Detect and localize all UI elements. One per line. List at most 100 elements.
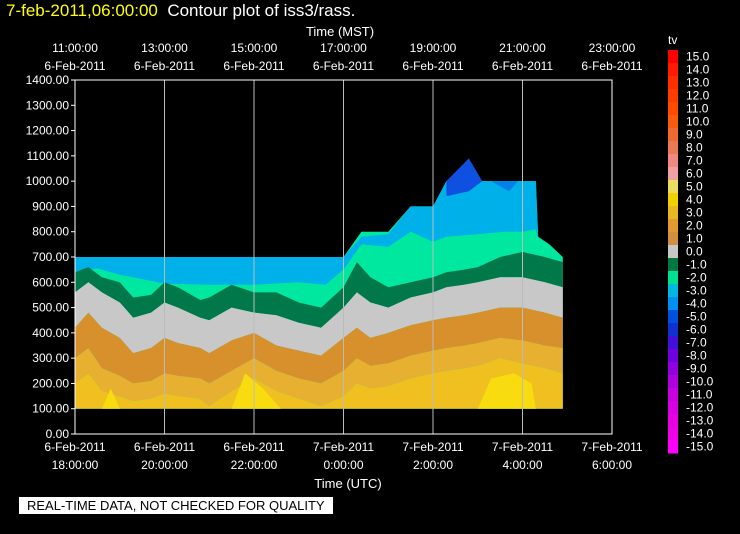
chart-date: 7-feb-2011,06:00:00: [6, 1, 158, 20]
legend-label: 5.0: [686, 180, 703, 194]
top-tick-time: 13:00:00: [141, 41, 188, 55]
legend-swatch: [668, 310, 678, 324]
y-tick-label: 200.00: [32, 376, 69, 390]
legend-swatch: [668, 167, 678, 181]
legend-swatch: [668, 89, 678, 103]
contour-band-yellow: [75, 358, 563, 409]
legend-swatch: [668, 76, 678, 90]
legend-swatch: [668, 180, 678, 194]
top-tick-date: 6-Feb-2011: [44, 59, 105, 73]
legend-swatch: [668, 219, 678, 233]
y-tick-label: 400.00: [32, 326, 69, 340]
legend-swatch: [668, 102, 678, 116]
y-tick-label: 1100.00: [27, 149, 70, 163]
contour-band-yellow_bright: [231, 373, 281, 409]
top-tick-time: 21:00:00: [499, 41, 546, 55]
contour-band-dark_green: [75, 251, 563, 328]
legend-label: -3.0: [686, 284, 707, 298]
contour-band-cyan_blue: [75, 181, 563, 285]
legend-swatch: [668, 141, 678, 155]
top-axis-labels: 11:00:00 6-Feb-2011 13:00:00 6-Feb-2011 15:0…: [44, 41, 642, 73]
legend-label: -9.0: [686, 362, 707, 376]
legend-label: 10.0: [686, 115, 710, 129]
legend-swatch: [668, 50, 678, 64]
legend-swatch: [668, 297, 678, 311]
legend-label: -8.0: [686, 349, 707, 363]
top-tick-date: 6-Feb-2011: [223, 59, 284, 73]
legend-label: -13.0: [686, 414, 714, 428]
y-tick-label: 1400.00: [26, 73, 70, 87]
chart-header: 7-feb-2011,06:00:00 Contour plot of iss3…: [6, 1, 355, 21]
legend-label: 0.0: [686, 245, 703, 259]
legend-swatch: [668, 440, 678, 454]
legend-swatch: [668, 414, 678, 428]
legend-label: -7.0: [686, 336, 707, 350]
legend-swatch: [668, 323, 678, 337]
top-tick-date: 6-Feb-2011: [134, 59, 195, 73]
bottom-tick-time: 4:00:00: [502, 458, 542, 472]
bottom-tick-date: 6-Feb-2011: [223, 440, 284, 454]
legend-swatch: [668, 375, 678, 389]
y-tick-label: 900.00: [32, 199, 69, 213]
legend-label: 12.0: [686, 89, 710, 103]
top-tick-time: 15:00:00: [231, 41, 278, 55]
y-tick-label: 1300.00: [26, 98, 70, 112]
contour-band-gray: [75, 277, 563, 356]
y-tick-label: 100.00: [32, 402, 69, 416]
legend-label: 8.0: [686, 141, 703, 155]
contour-band-yellow_bright: [101, 388, 120, 409]
legend-swatch: [668, 271, 678, 285]
contour-band-yellow_bright: [477, 373, 536, 409]
legend-label: 14.0: [686, 63, 710, 77]
y-tick-label: 500.00: [32, 301, 69, 315]
legend-label: -12.0: [686, 401, 714, 415]
legend-swatch: [668, 388, 678, 402]
bottom-tick-time: 20:00:00: [141, 458, 188, 472]
bottom-tick-date: 7-Feb-2011: [313, 440, 374, 454]
top-tick-time: 17:00:00: [320, 41, 367, 55]
y-tick-label: 1000.00: [26, 174, 70, 188]
legend-swatch: [668, 232, 678, 246]
top-tick-time: 19:00:00: [410, 41, 457, 55]
y-tick-label: 700.00: [32, 250, 69, 264]
bottom-tick-date: 7-Feb-2011: [402, 440, 463, 454]
contour-band-gold: [75, 337, 563, 407]
legend-swatch: [668, 63, 678, 77]
legend-swatch: [668, 401, 678, 415]
y-tick-label: 1200.00: [26, 124, 70, 138]
legend-swatch: [668, 206, 678, 220]
y-tick-label: 600.00: [32, 275, 69, 289]
legend-label: 15.0: [686, 50, 710, 64]
chart-title: Contour plot of iss3/rass.: [167, 1, 356, 20]
legend-label: 7.0: [686, 154, 703, 168]
legend-label: -10.0: [686, 375, 714, 389]
legend-label: -5.0: [686, 310, 707, 324]
legend-label: 2.0: [686, 219, 703, 233]
legend-label: 13.0: [686, 76, 710, 90]
legend-swatch: [668, 258, 678, 272]
bottom-axis-title: Time (UTC): [314, 476, 381, 491]
quality-notice: REAL-TIME DATA, NOT CHECKED FOR QUALITY: [19, 497, 333, 514]
contour-band-mid_blue: [446, 181, 518, 192]
legend-swatch: [668, 245, 678, 259]
contour-band-orange: [75, 307, 563, 384]
legend-label: 11.0: [686, 102, 709, 116]
bottom-tick-date: 7-Feb-2011: [492, 440, 553, 454]
legend-label: -4.0: [686, 297, 707, 311]
bottom-tick-time: 22:00:00: [231, 458, 278, 472]
top-tick-time: 11:00:00: [52, 41, 98, 55]
legend-label: 1.0: [686, 232, 703, 246]
top-tick-date: 6-Feb-2011: [313, 59, 374, 73]
bottom-axis-labels: 6-Feb-2011 18:00:00 6-Feb-2011 20:00:00 6-Fe…: [44, 440, 642, 472]
legend-label: 6.0: [686, 167, 703, 181]
top-tick-date: 6-Feb-2011: [402, 59, 463, 73]
legend-label: -6.0: [686, 323, 707, 337]
y-tick-label: 800.00: [32, 225, 69, 239]
bottom-tick-time: 2:00:00: [413, 458, 453, 472]
legend-swatch: [668, 336, 678, 350]
legend-label: 3.0: [686, 206, 703, 220]
legend-label: -1.0: [686, 258, 707, 272]
legend-swatch: [668, 362, 678, 376]
bottom-tick-date: 6-Feb-2011: [44, 440, 105, 454]
